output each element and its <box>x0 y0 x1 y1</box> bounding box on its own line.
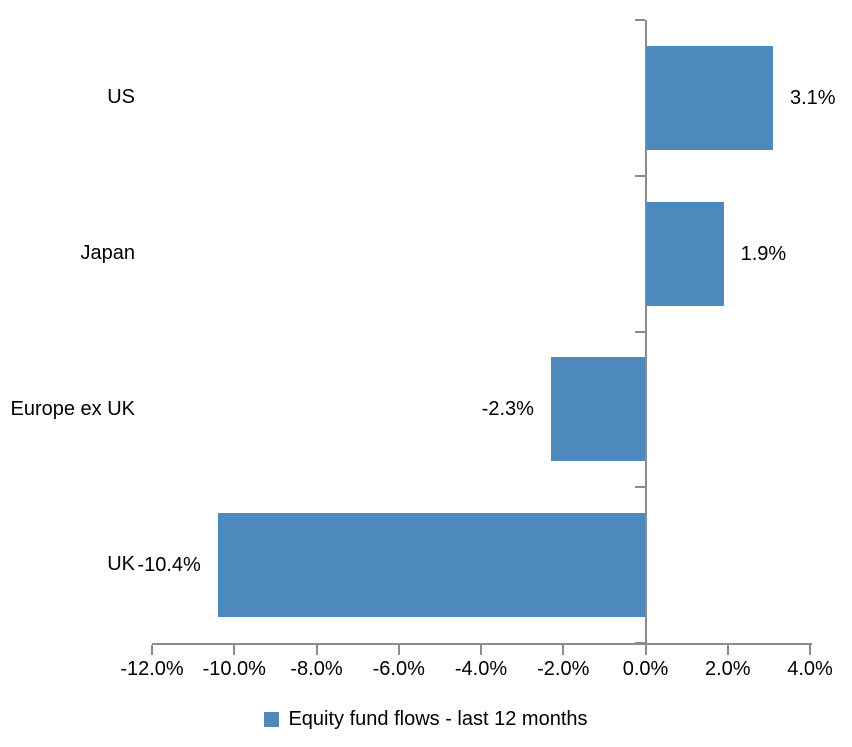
x-axis-tick <box>233 645 236 655</box>
data-label-japan: 1.9% <box>740 242 787 265</box>
y-axis-line <box>644 20 647 644</box>
category-label-europe-ex-uk: Europe ex UK <box>10 397 135 420</box>
x-tick-label: -12.0% <box>120 658 184 680</box>
y-axis-tick <box>634 19 645 21</box>
x-axis-line <box>152 643 812 645</box>
bar-us <box>645 45 773 150</box>
data-label-europe-ex-uk: -2.3% <box>481 398 534 421</box>
x-axis-tick <box>726 645 729 655</box>
bar-europe-ex-uk <box>550 357 646 462</box>
x-axis-tick <box>397 645 400 655</box>
x-tick-label: -4.0% <box>454 658 508 680</box>
data-label-us: 3.1% <box>789 86 836 109</box>
y-axis-tick <box>634 174 645 177</box>
x-axis-tick <box>480 645 482 655</box>
x-axis-tick <box>315 645 318 655</box>
x-tick-label: -8.0% <box>290 658 343 680</box>
data-label-uk: -10.4% <box>137 554 201 577</box>
x-tick-label: 2.0% <box>704 658 751 680</box>
legend-swatch <box>264 712 280 727</box>
x-axis-tick <box>562 645 565 655</box>
x-axis-tick <box>151 645 153 655</box>
category-label-uk: UK <box>107 553 135 576</box>
legend-label: Equity fund flows - last 12 months <box>288 708 588 730</box>
x-tick-label: 0.0% <box>622 658 669 680</box>
legend: Equity fund flows - last 12 months <box>0 708 852 731</box>
category-label-us: US <box>107 86 135 108</box>
bar-japan <box>645 201 724 306</box>
x-axis-tick <box>644 645 647 655</box>
y-axis-tick <box>634 486 645 489</box>
x-tick-label: -6.0% <box>372 658 425 680</box>
category-label-japan: Japan <box>80 241 136 264</box>
x-tick-label: -2.0% <box>537 658 590 680</box>
x-axis-tick <box>809 645 811 655</box>
y-axis-tick <box>634 642 645 644</box>
x-tick-label: 4.0% <box>787 658 833 680</box>
bar-uk <box>217 513 646 618</box>
x-tick-label: -10.0% <box>202 658 266 680</box>
y-axis-tick <box>634 330 645 333</box>
